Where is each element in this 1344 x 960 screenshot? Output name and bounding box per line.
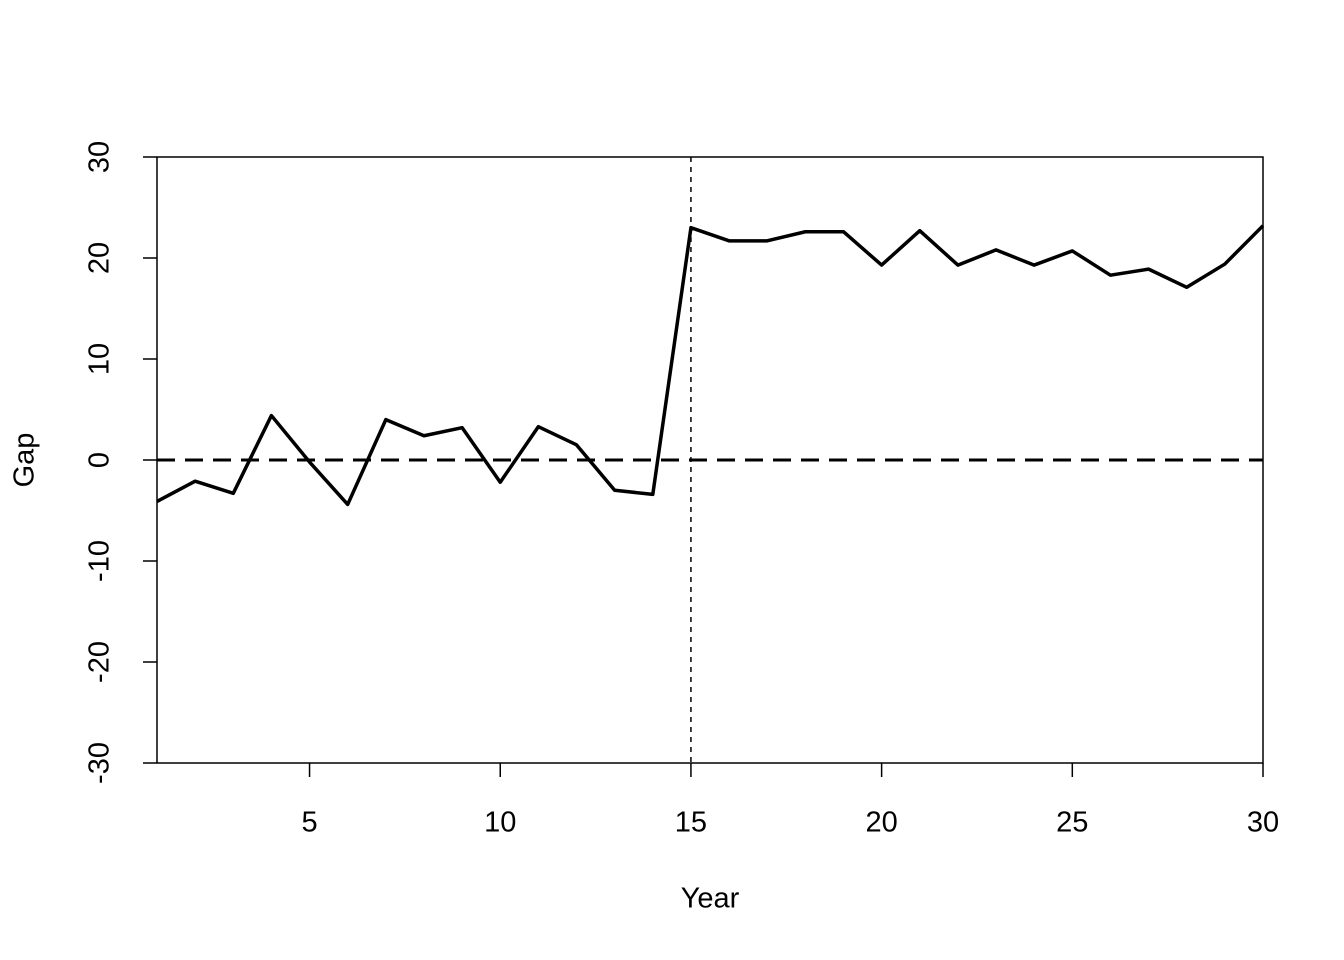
data-line (156, 224, 1265, 507)
y-tick-label: -10 (84, 540, 116, 582)
y-tick-label: 20 (84, 242, 116, 274)
x-tick-label: 25 (1056, 807, 1088, 839)
x-tick-label: 20 (865, 807, 897, 839)
y-tick-label: -20 (84, 641, 116, 683)
x-axis-label: Year (681, 883, 740, 915)
y-tick-label: -30 (84, 742, 116, 784)
x-tick-label: 5 (301, 807, 317, 839)
y-axis-label: Gap (9, 433, 41, 488)
y-tick-label: 30 (84, 141, 116, 173)
x-tick-label: 15 (675, 807, 707, 839)
x-tick-label: 10 (484, 807, 516, 839)
y-tick-label: 0 (84, 452, 116, 468)
x-tick-label: 30 (1247, 807, 1279, 839)
y-tick-label: 10 (84, 343, 116, 375)
